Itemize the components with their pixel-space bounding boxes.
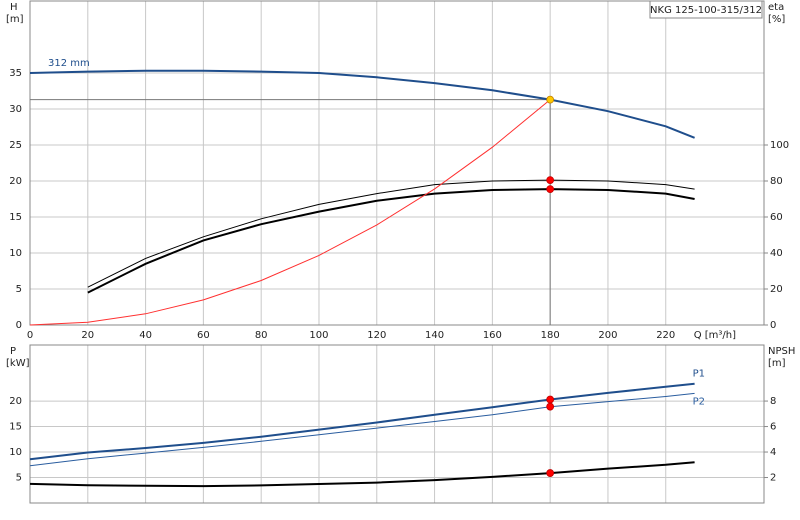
y2-axis-unit: [m] [768, 358, 786, 369]
y2-tick-label: 60 [770, 212, 783, 223]
y2-tick-label: 4 [770, 447, 776, 458]
y-tick-label: 30 [9, 104, 22, 115]
series-line [29, 69, 695, 139]
x-tick-label: 0 [27, 330, 33, 341]
y2-axis-label: NPSH [768, 346, 795, 357]
x-tick-label: 220 [656, 330, 675, 341]
y-axis-unit: [m] [6, 14, 24, 25]
y2-tick-label: 8 [770, 396, 776, 407]
series-line [87, 188, 695, 294]
x-tick-label: 120 [367, 330, 386, 341]
y2-tick-label: 6 [770, 422, 776, 433]
y-tick-label: 20 [9, 396, 22, 407]
y2-axis-unit: [%] [768, 14, 785, 25]
duty-point [546, 185, 555, 194]
y-tick-label: 5 [16, 284, 22, 295]
x-axis-label: Q [m³/h] [694, 330, 736, 341]
x-tick-label: 20 [81, 330, 94, 341]
y-tick-label: 15 [9, 212, 22, 223]
x-tick-label: 40 [139, 330, 152, 341]
series-line [87, 179, 695, 288]
x-tick-label: 100 [309, 330, 328, 341]
y-tick-label: 25 [9, 140, 22, 151]
title-box [649, 0, 763, 19]
series-line [29, 99, 551, 326]
plot-frame [29, 0, 765, 326]
y-tick-label: 10 [9, 447, 22, 458]
y-tick-label: 10 [9, 248, 22, 259]
series-label: 312 mm [48, 58, 90, 69]
duty-point [546, 395, 555, 404]
series-line [29, 392, 695, 467]
series-line [29, 382, 695, 461]
plot-frame [29, 344, 765, 504]
series-line [29, 461, 695, 488]
y-tick-label: 0 [16, 320, 22, 331]
x-tick-label: 160 [483, 330, 502, 341]
y-tick-label: 20 [9, 176, 22, 187]
x-tick-label: 60 [197, 330, 210, 341]
y2-tick-label: 0 [770, 320, 776, 331]
x-tick-label: 80 [255, 330, 268, 341]
y-tick-label: 5 [16, 473, 22, 484]
y2-axis-label: eta [768, 2, 784, 13]
y-tick-label: 15 [9, 422, 22, 433]
y-tick-label: 35 [9, 68, 22, 79]
y2-tick-label: 80 [770, 176, 783, 187]
y2-tick-label: 40 [770, 248, 783, 259]
y-axis-label: H [10, 2, 18, 13]
chart-title: NKG 125-100-315/312 [650, 5, 762, 16]
x-tick-label: 140 [425, 330, 444, 341]
x-tick-label: 180 [541, 330, 560, 341]
y-axis-label: P [10, 346, 16, 357]
duty-point [546, 176, 555, 185]
series-label: P1 [693, 369, 705, 380]
duty-point [546, 469, 555, 477]
x-tick-label: 200 [598, 330, 617, 341]
y-axis-unit: [kW] [6, 358, 30, 369]
duty-point [546, 95, 555, 104]
duty-point [546, 402, 555, 411]
y2-tick-label: 2 [770, 473, 776, 484]
series-label: P2 [693, 396, 705, 407]
y2-tick-label: 20 [770, 284, 783, 295]
y2-tick-label: 100 [770, 140, 789, 151]
